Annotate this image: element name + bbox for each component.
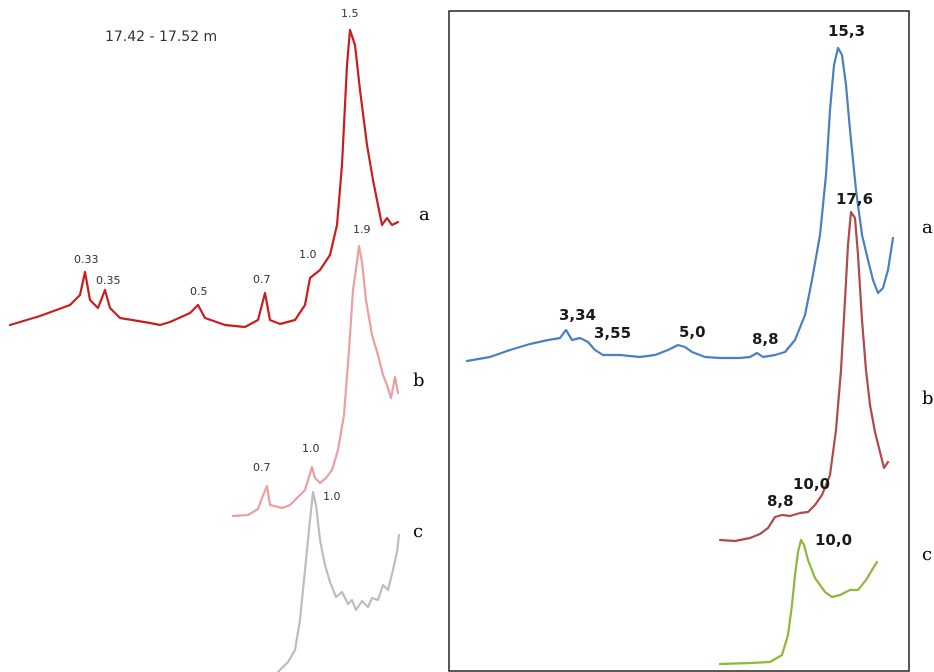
right-a-peak-label: 3,55 xyxy=(594,324,631,342)
left-c-peak-label: 1.0 xyxy=(323,490,341,503)
left-a-peak-label: 1.5 xyxy=(341,7,359,20)
left-trace-c xyxy=(276,490,401,672)
right-trace-label-c: c xyxy=(922,544,932,565)
right-trace-label-b: b xyxy=(922,388,934,409)
right-b-peak-label: 10,0 xyxy=(793,475,830,493)
right-a-peak-label: 5,0 xyxy=(679,323,706,341)
left-trace-label-c: c xyxy=(413,521,423,542)
left-a-peak-label: 0.7 xyxy=(253,273,271,286)
left-a-peak-label: 0.5 xyxy=(190,285,208,298)
right-b-peak-label: 17,6 xyxy=(836,190,873,208)
left-a-peak-label: 0.33 xyxy=(74,253,99,266)
right-a-peak-label: 3,34 xyxy=(559,306,596,324)
left-b-peak-label: 0.7 xyxy=(253,461,271,474)
right-trace-b xyxy=(718,210,890,543)
right-a-peak-label: 15,3 xyxy=(828,22,865,40)
left-panel: 17.42 - 17.52 m 0.33 0.35 0.5 0.7 1.0 1.… xyxy=(8,7,430,672)
left-a-peak-label: 1.0 xyxy=(299,248,317,261)
left-b-peak-label: 1.0 xyxy=(302,442,320,455)
right-panel: 3,34 3,55 5,0 8,8 15,3 8,8 10,0 17,6 10,… xyxy=(448,10,934,672)
left-trace-label-b: b xyxy=(413,370,425,391)
right-c-peak-label: 10,0 xyxy=(815,531,852,549)
right-trace-label-a: a xyxy=(922,217,933,238)
left-trace-label-a: a xyxy=(419,204,430,225)
right-panel-frame xyxy=(448,10,910,672)
left-b-peak-label: 1.9 xyxy=(353,223,371,236)
left-trace-a xyxy=(8,28,400,329)
right-b-peak-label: 8,8 xyxy=(767,492,794,510)
left-trace-b xyxy=(231,244,400,518)
right-a-peak-label: 8,8 xyxy=(752,330,779,348)
left-a-peak-label: 0.35 xyxy=(96,274,121,287)
left-panel-title: 17.42 - 17.52 m xyxy=(105,29,217,45)
right-trace-a xyxy=(465,46,895,363)
right-trace-c xyxy=(718,538,879,666)
